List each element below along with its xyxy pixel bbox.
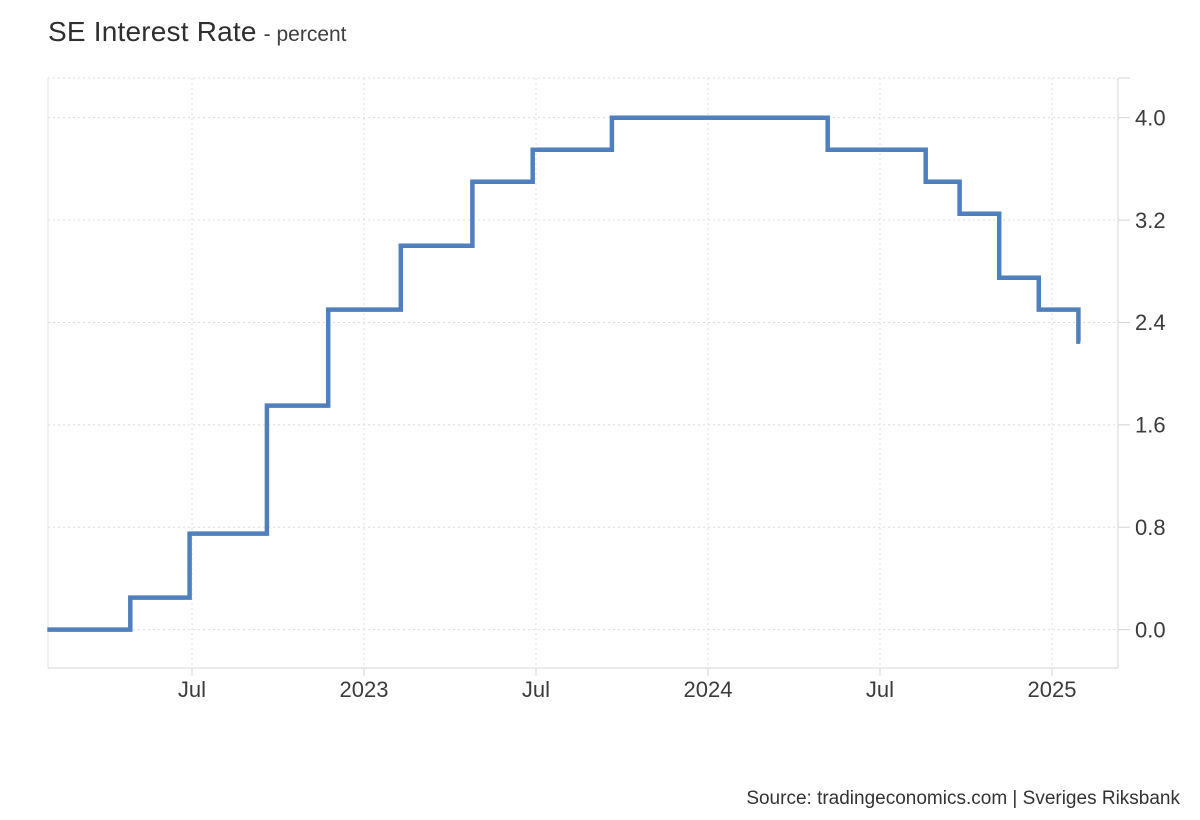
rate-step-line[interactable] bbox=[47, 115, 1081, 632]
x-tick-label: 2023 bbox=[340, 677, 389, 702]
x-tick-label: Jul bbox=[522, 677, 550, 702]
y-tick-label: 0.0 bbox=[1135, 617, 1166, 642]
y-tick-label: 1.6 bbox=[1135, 413, 1166, 438]
chart-title: SE Interest Rate bbox=[48, 16, 257, 47]
y-tick-label: 4.0 bbox=[1135, 105, 1166, 130]
x-tick-label: Jul bbox=[866, 677, 894, 702]
x-tick-label: 2024 bbox=[684, 677, 733, 702]
x-tick-label: Jul bbox=[178, 677, 206, 702]
chart-header: SE Interest Rate - percent bbox=[48, 16, 347, 48]
y-tick-label: 3.2 bbox=[1135, 208, 1166, 233]
plot-area[interactable]: 0.0 0.8 1.6 2.4 3.2 4.0 Jul 2023 Jul 2024 Jul 2025 bbox=[0, 0, 1200, 745]
y-tick-label: 0.8 bbox=[1135, 515, 1166, 540]
x-tick-label: 2025 bbox=[1028, 677, 1077, 702]
y-tick-label: 2.4 bbox=[1135, 310, 1166, 335]
source-credit: Source: tradingeconomics.com | Sveriges … bbox=[746, 788, 1180, 809]
chart-subtitle: - percent bbox=[263, 23, 347, 46]
